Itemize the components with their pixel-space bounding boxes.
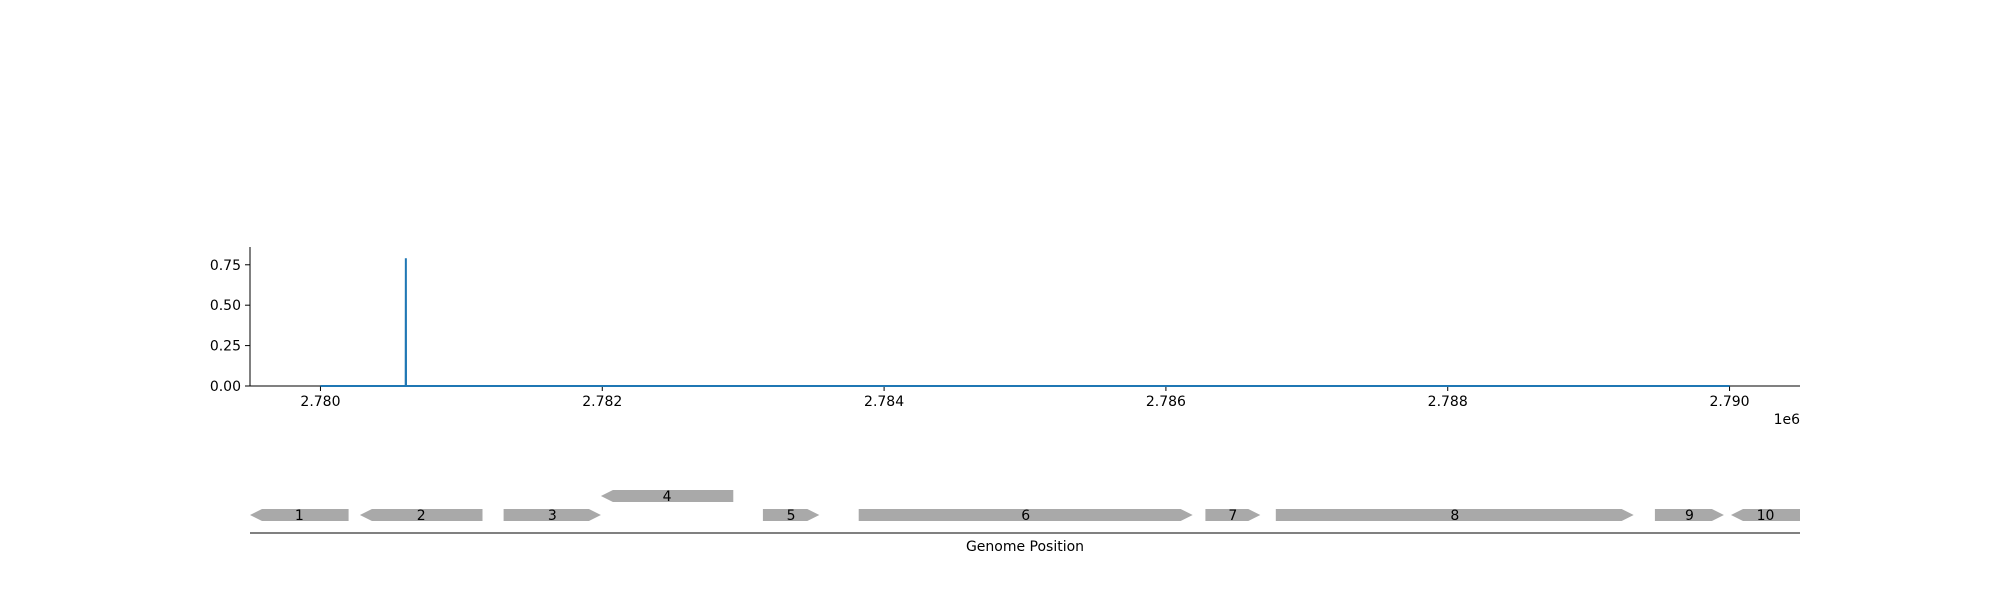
- y-tick-label: 0.75: [210, 258, 241, 274]
- gene-arrows: 1 2 3 4 5 6 7 8 9 10: [250, 489, 1800, 524]
- signal-plot: 0.000.250.500.75 2.780 2.782 2.784 2.786 2.7…: [210, 247, 1800, 428]
- gene-3: 3: [503, 508, 601, 524]
- gene-label: 6: [1021, 508, 1030, 524]
- gene-6: 6: [858, 508, 1193, 524]
- gene-track: 1 2 3 4 5 6 7 8 9 10 Genome Position: [250, 489, 1800, 555]
- gene-label: 7: [1228, 508, 1237, 524]
- x-tick-label: 2.788: [1428, 394, 1468, 410]
- gene-arrow: [1205, 509, 1261, 521]
- y-tick-label: 0.25: [210, 339, 241, 355]
- gene-arrow: [858, 509, 1193, 521]
- gene-arrow: [762, 509, 820, 521]
- gene-7: 7: [1205, 508, 1261, 524]
- gene-arrow: [503, 509, 601, 521]
- gene-label: 1: [295, 508, 304, 524]
- gene-arrow: [1731, 509, 1800, 521]
- x-tick-label: 2.790: [1709, 394, 1749, 410]
- x-tick-label: 2.780: [300, 394, 340, 410]
- x-offset-label: 1e6: [1774, 412, 1801, 428]
- y-tick-label: 0.50: [210, 298, 241, 314]
- gene-label: 9: [1685, 508, 1694, 524]
- gene-label: 4: [663, 489, 672, 505]
- gene-label: 2: [417, 508, 426, 524]
- gene-label: 10: [1757, 508, 1775, 524]
- gene-2: 2: [359, 508, 483, 524]
- gene-arrow: [359, 509, 483, 521]
- gene-label: 3: [548, 508, 557, 524]
- gene-5: 5: [762, 508, 820, 524]
- signal-series-line: [320, 258, 1730, 387]
- gene-arrow: [600, 490, 734, 502]
- gene-arrow: [250, 509, 349, 521]
- x-ticks: 2.780 2.782 2.784 2.786 2.788 2.790: [300, 386, 1750, 410]
- gene-label: 8: [1450, 508, 1459, 524]
- x-tick-label: 2.784: [864, 394, 904, 410]
- gene-10: 10: [1731, 508, 1800, 524]
- gene-arrow: [1275, 509, 1634, 521]
- gene-1: 1: [250, 508, 349, 524]
- gene-arrow: [1654, 509, 1724, 521]
- gene-4: 4: [600, 489, 734, 505]
- y-ticks: 0.00 0.25 0.50 0.75: [210, 258, 250, 395]
- x-axis-title: Genome Position: [966, 539, 1084, 555]
- y-tick-label: 0.00: [210, 379, 241, 395]
- x-tick-label: 2.786: [1146, 394, 1186, 410]
- gene-8: 8: [1275, 508, 1634, 524]
- x-tick-label: 2.782: [582, 394, 622, 410]
- gene-9: 9: [1654, 508, 1724, 524]
- gene-label: 5: [787, 508, 796, 524]
